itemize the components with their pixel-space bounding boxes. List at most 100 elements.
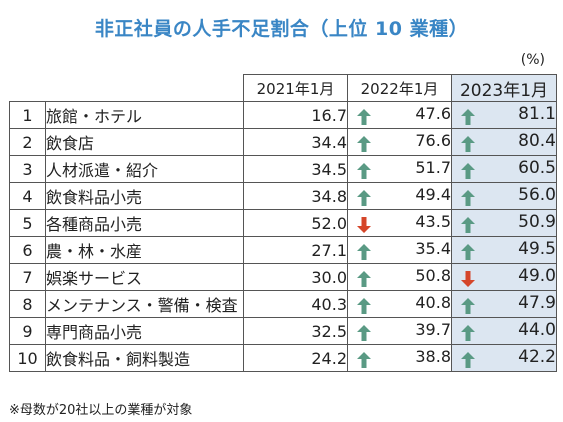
value-text: 27.1 [311,240,347,260]
rank-cell: 4 [9,182,46,210]
value-text: 47.6 [415,104,451,123]
table-row: 3 人材派遣・紹介 34.5 51.7 60.5 [9,155,557,183]
value-cell: 42.2 [451,344,557,372]
value-cell: 34.8 [243,182,348,210]
value-cell: 56.0 [451,182,557,210]
industry-name-cell: 飲食料品小売 [45,182,244,210]
value-cell: 49.4 [347,182,452,210]
arrow-up-icon [357,244,371,260]
column-header: 2022年1月 [347,74,452,102]
table-row: 2 飲食店 34.4 76.6 80.4 [9,128,557,156]
arrow-up-icon [461,136,475,152]
footnote: ※母数が20社以上の業種が対象 [9,403,193,418]
value-text: 50.9 [518,212,556,232]
rank-cell: 3 [9,155,46,183]
arrow-up-icon [357,325,371,341]
value-cell: 47.6 [347,101,452,129]
rank-cell: 9 [9,317,46,345]
value-text: 76.6 [415,131,451,150]
value-text: 56.0 [518,185,556,205]
industry-name-cell: 娯楽サービス [45,263,244,291]
industry-name-cell: 人材派遣・紹介 [45,155,244,183]
industry-name-cell: 旅館・ホテル [45,101,244,129]
column-header-highlight: 2023年1月 [451,74,557,102]
arrow-up-icon [357,352,371,368]
arrow-up-icon [461,163,475,179]
industry-name-cell: 各種商品小売 [45,209,244,237]
value-cell: 44.0 [451,317,557,345]
arrow-up-icon [461,244,475,260]
value-cell: 38.8 [347,344,452,372]
arrow-up-icon [357,298,371,314]
table-row: 7 娯楽サービス 30.0 50.8 49.0 [9,263,557,291]
arrow-up-icon [461,298,475,314]
table-row: 4 飲食料品小売 34.8 49.4 56.0 [9,182,557,210]
value-text: 50.8 [415,266,451,285]
value-cell: 47.9 [451,290,557,318]
arrow-up-icon [357,136,371,152]
industry-name-cell: 飲食店 [45,128,244,156]
value-text: 40.8 [415,293,451,312]
value-cell: 30.0 [243,263,348,291]
value-text: 49.4 [415,185,451,204]
arrow-up-icon [461,352,475,368]
value-text: 47.9 [518,293,556,313]
value-text: 42.2 [518,347,556,367]
arrow-up-icon [357,163,371,179]
table-row: 9 専門商品小売 32.5 39.7 44.0 [9,317,557,345]
rank-cell: 8 [9,290,46,318]
value-text: 40.3 [311,294,347,314]
value-cell: 34.5 [243,155,348,183]
value-text: 80.4 [518,131,556,151]
arrow-up-icon [461,109,475,125]
column-header: 2021年1月 [243,74,348,102]
value-cell: 50.9 [451,209,557,237]
table-row: 10 飲食料品・飼料製造 24.2 38.8 42.2 [9,344,557,372]
value-text: 49.0 [518,266,556,286]
arrow-up-icon [357,271,371,287]
value-text: 24.2 [311,348,347,368]
table-row: 8 メンテナンス・警備・検査 40.3 40.8 47.9 [9,290,557,318]
arrow-up-icon [461,325,475,341]
industry-name-cell: 専門商品小売 [45,317,244,345]
value-text: 34.8 [311,186,347,206]
value-text: 34.5 [311,159,347,179]
value-text: 52.0 [311,213,347,233]
value-cell: 81.1 [451,101,557,129]
arrow-down-icon [357,217,371,233]
industry-name-cell: 飲食料品・飼料製造 [45,344,244,372]
value-text: 30.0 [311,267,347,287]
value-cell: 76.6 [347,128,452,156]
unit-label: (%) [520,52,545,68]
value-cell: 35.4 [347,236,452,264]
value-cell: 24.2 [243,344,348,372]
rank-cell: 7 [9,263,46,291]
value-cell: 16.7 [243,101,348,129]
rank-cell: 2 [9,128,46,156]
table-row: 5 各種商品小売 52.0 43.5 50.9 [9,209,557,237]
chart-title: 非正社員の人手不足割合（上位 10 業種） [94,18,469,40]
value-text: 32.5 [311,321,347,341]
arrow-up-icon [357,190,371,206]
value-text: 43.5 [415,212,451,231]
header-row: 2021年1月 2022年1月 2023年1月 [9,74,557,102]
table-row: 1 旅館・ホテル 16.7 47.6 81.1 [9,101,557,129]
header-blank [9,74,244,102]
value-text: 34.4 [311,132,347,152]
value-cell: 52.0 [243,209,348,237]
value-cell: 80.4 [451,128,557,156]
rank-cell: 5 [9,209,46,237]
rank-cell: 6 [9,236,46,264]
industry-name-cell: メンテナンス・警備・検査 [45,290,244,318]
value-cell: 43.5 [347,209,452,237]
value-cell: 34.4 [243,128,348,156]
arrow-up-icon [357,109,371,125]
table-body: 1 旅館・ホテル 16.7 47.6 81.1 2 飲食店 34.4 76.6 80.4 3 人材派遣… [9,101,557,372]
value-cell: 40.8 [347,290,452,318]
value-text: 39.7 [415,320,451,339]
value-cell: 40.3 [243,290,348,318]
value-text: 16.7 [311,105,347,125]
value-text: 60.5 [518,158,556,178]
rank-cell: 1 [9,101,46,129]
value-text: 51.7 [415,158,451,177]
